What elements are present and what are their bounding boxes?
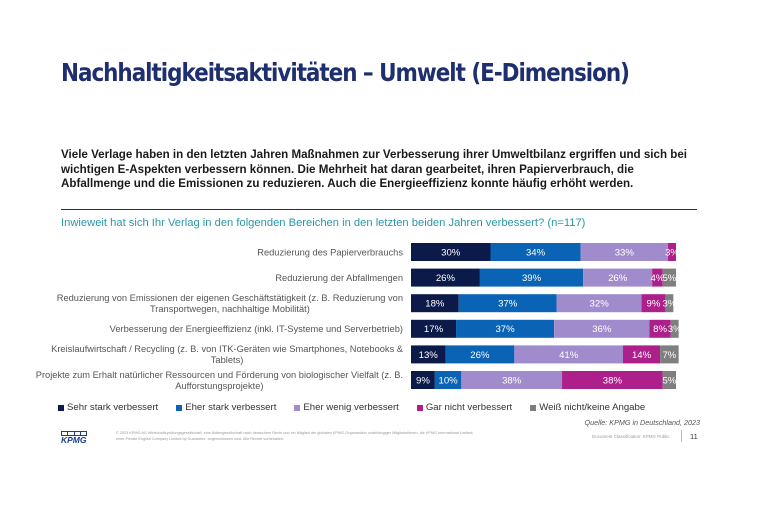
- data-label: 37%: [495, 324, 515, 335]
- bar-segment: [411, 268, 480, 287]
- bar-segment: [562, 371, 663, 389]
- legend-item: Weiß nicht/keine Angabe: [530, 402, 645, 413]
- data-label: 5%: [662, 375, 676, 386]
- bar-segment: [411, 371, 435, 389]
- legend-label: Gar nicht verbessert: [425, 402, 513, 413]
- data-label: 14%: [632, 350, 652, 361]
- legend-swatch: [176, 404, 183, 411]
- legend-item: Gar nicht verbessert: [416, 402, 513, 413]
- legend-label: Sehr stark verbessert: [67, 402, 159, 413]
- legend-label: Eher stark verbessert: [185, 402, 277, 413]
- data-label: 13%: [419, 350, 439, 361]
- legend-item: Eher wenig verbessert: [294, 402, 399, 413]
- intro-text: Viele Verlage haben in den letzten Jahre…: [61, 148, 688, 190]
- bar-segment: [662, 371, 676, 389]
- legend-swatch: [530, 404, 537, 411]
- bar-segment: [411, 345, 446, 364]
- data-label: 17%: [424, 324, 444, 335]
- category-label: Reduzierung von Emissionen der eigenen G…: [57, 293, 403, 303]
- chart-title: Inwieweit hat sich Ihr Verlag in den fol…: [61, 217, 586, 229]
- bar-segment: [665, 294, 674, 313]
- legend: Sehr stark verbessert Eher stark verbesse…: [58, 402, 663, 413]
- data-label: 34%: [526, 247, 546, 258]
- data-label: 26%: [436, 273, 456, 284]
- data-label: 26%: [608, 273, 628, 284]
- bar-segment: [554, 319, 650, 338]
- data-label: 38%: [502, 375, 522, 386]
- bar-segment: [411, 243, 491, 261]
- bar-segment: [445, 345, 515, 364]
- data-label: 26%: [470, 350, 490, 361]
- legend-swatch: [294, 404, 301, 411]
- data-label: 5%: [662, 273, 676, 284]
- legend-label: Weiß nicht/keine Angabe: [539, 402, 646, 413]
- legend-item: Sehr stark verbessert: [58, 402, 158, 413]
- bar-segment: [411, 319, 457, 338]
- bar-segment: [556, 294, 642, 313]
- data-label: 39%: [522, 273, 542, 284]
- bar-segment: [583, 268, 653, 287]
- bar-segment: [580, 243, 669, 261]
- bar-segment: [434, 371, 462, 389]
- category-label: Reduzierung des Papierverbrauchs: [257, 247, 403, 257]
- category-label: Aufforstungsprojekte): [175, 381, 263, 391]
- legend-swatch: [58, 404, 64, 411]
- bar-segment: [668, 243, 676, 261]
- divider: [61, 209, 697, 210]
- category-labels: Reduzierung des Papierverbrauchs Reduzier…: [36, 247, 404, 390]
- data-label: 36%: [592, 324, 612, 335]
- bar-segment: [649, 319, 671, 338]
- data-label: 4%: [651, 273, 665, 284]
- category-label: Tablets): [211, 355, 244, 365]
- legend-item: Eher stark verbessert: [176, 402, 276, 413]
- data-label: 7%: [662, 350, 676, 361]
- source-note: Quelle: KPMG in Deutschland, 2023: [584, 418, 700, 427]
- bar-segment: [456, 319, 555, 338]
- bar-segment: [514, 345, 623, 364]
- page-title: Nachhaltigkeitsaktivitäten – Umwelt (E-D…: [61, 58, 630, 87]
- data-label: 3%: [668, 324, 682, 335]
- bar-segment: [411, 294, 459, 313]
- bar-segment: [652, 268, 663, 287]
- kpmg-logo-text: KPMG: [61, 435, 87, 445]
- category-label: Reduzierung der Abfallmengen: [275, 273, 403, 283]
- bar-segment: [662, 268, 676, 287]
- category-label: Transportwegen, nachhaltige Mobilität): [150, 304, 310, 314]
- bars: 30% 34% 33% 3%26% 39% 26% 4%5%18% 37% 32% 9% 3%17%…: [411, 243, 682, 389]
- data-label: 9%: [647, 299, 661, 310]
- bar-segment: [458, 294, 557, 313]
- kpmg-logo: KPMG: [61, 431, 87, 445]
- data-label: 30%: [441, 247, 461, 258]
- bar-segment: [479, 268, 584, 287]
- data-label: 41%: [559, 350, 579, 361]
- category-label: Projekte zum Erhalt natürlicher Ressourc…: [36, 370, 403, 380]
- kpmg-logo-boxes: [61, 431, 87, 436]
- data-label: 9%: [416, 375, 430, 386]
- legend-label: Eher wenig verbessert: [303, 402, 399, 413]
- data-label: 10%: [438, 375, 458, 386]
- data-label: 32%: [590, 299, 610, 310]
- copyright-text: © 2023 KPMG AG Wirtschaftsprüfungsgesell…: [116, 431, 474, 441]
- page-number: 11: [690, 432, 698, 441]
- bar-segment: [623, 345, 661, 364]
- data-label: 33%: [615, 247, 635, 258]
- data-label: 18%: [425, 299, 445, 310]
- document-classification: Document Classification: KPMG Public: [592, 434, 670, 439]
- page-number-divider: [681, 430, 682, 442]
- legend-swatch: [416, 404, 423, 411]
- data-label: 38%: [603, 375, 623, 386]
- bar-segment: [641, 294, 666, 313]
- bar-segment: [670, 319, 679, 338]
- data-label: 8%: [653, 324, 667, 335]
- data-label: 3%: [662, 299, 676, 310]
- data-label: 37%: [498, 299, 518, 310]
- category-label: Verbesserung der Energieeffizienz (inkl.…: [110, 324, 403, 334]
- bar-segment: [660, 345, 679, 364]
- bar-segment: [490, 243, 581, 261]
- category-label: Kreislaufwirtschaft / Recycling (z. B. v…: [51, 344, 404, 354]
- bar-segment: [461, 371, 563, 389]
- data-label: 3%: [665, 247, 679, 258]
